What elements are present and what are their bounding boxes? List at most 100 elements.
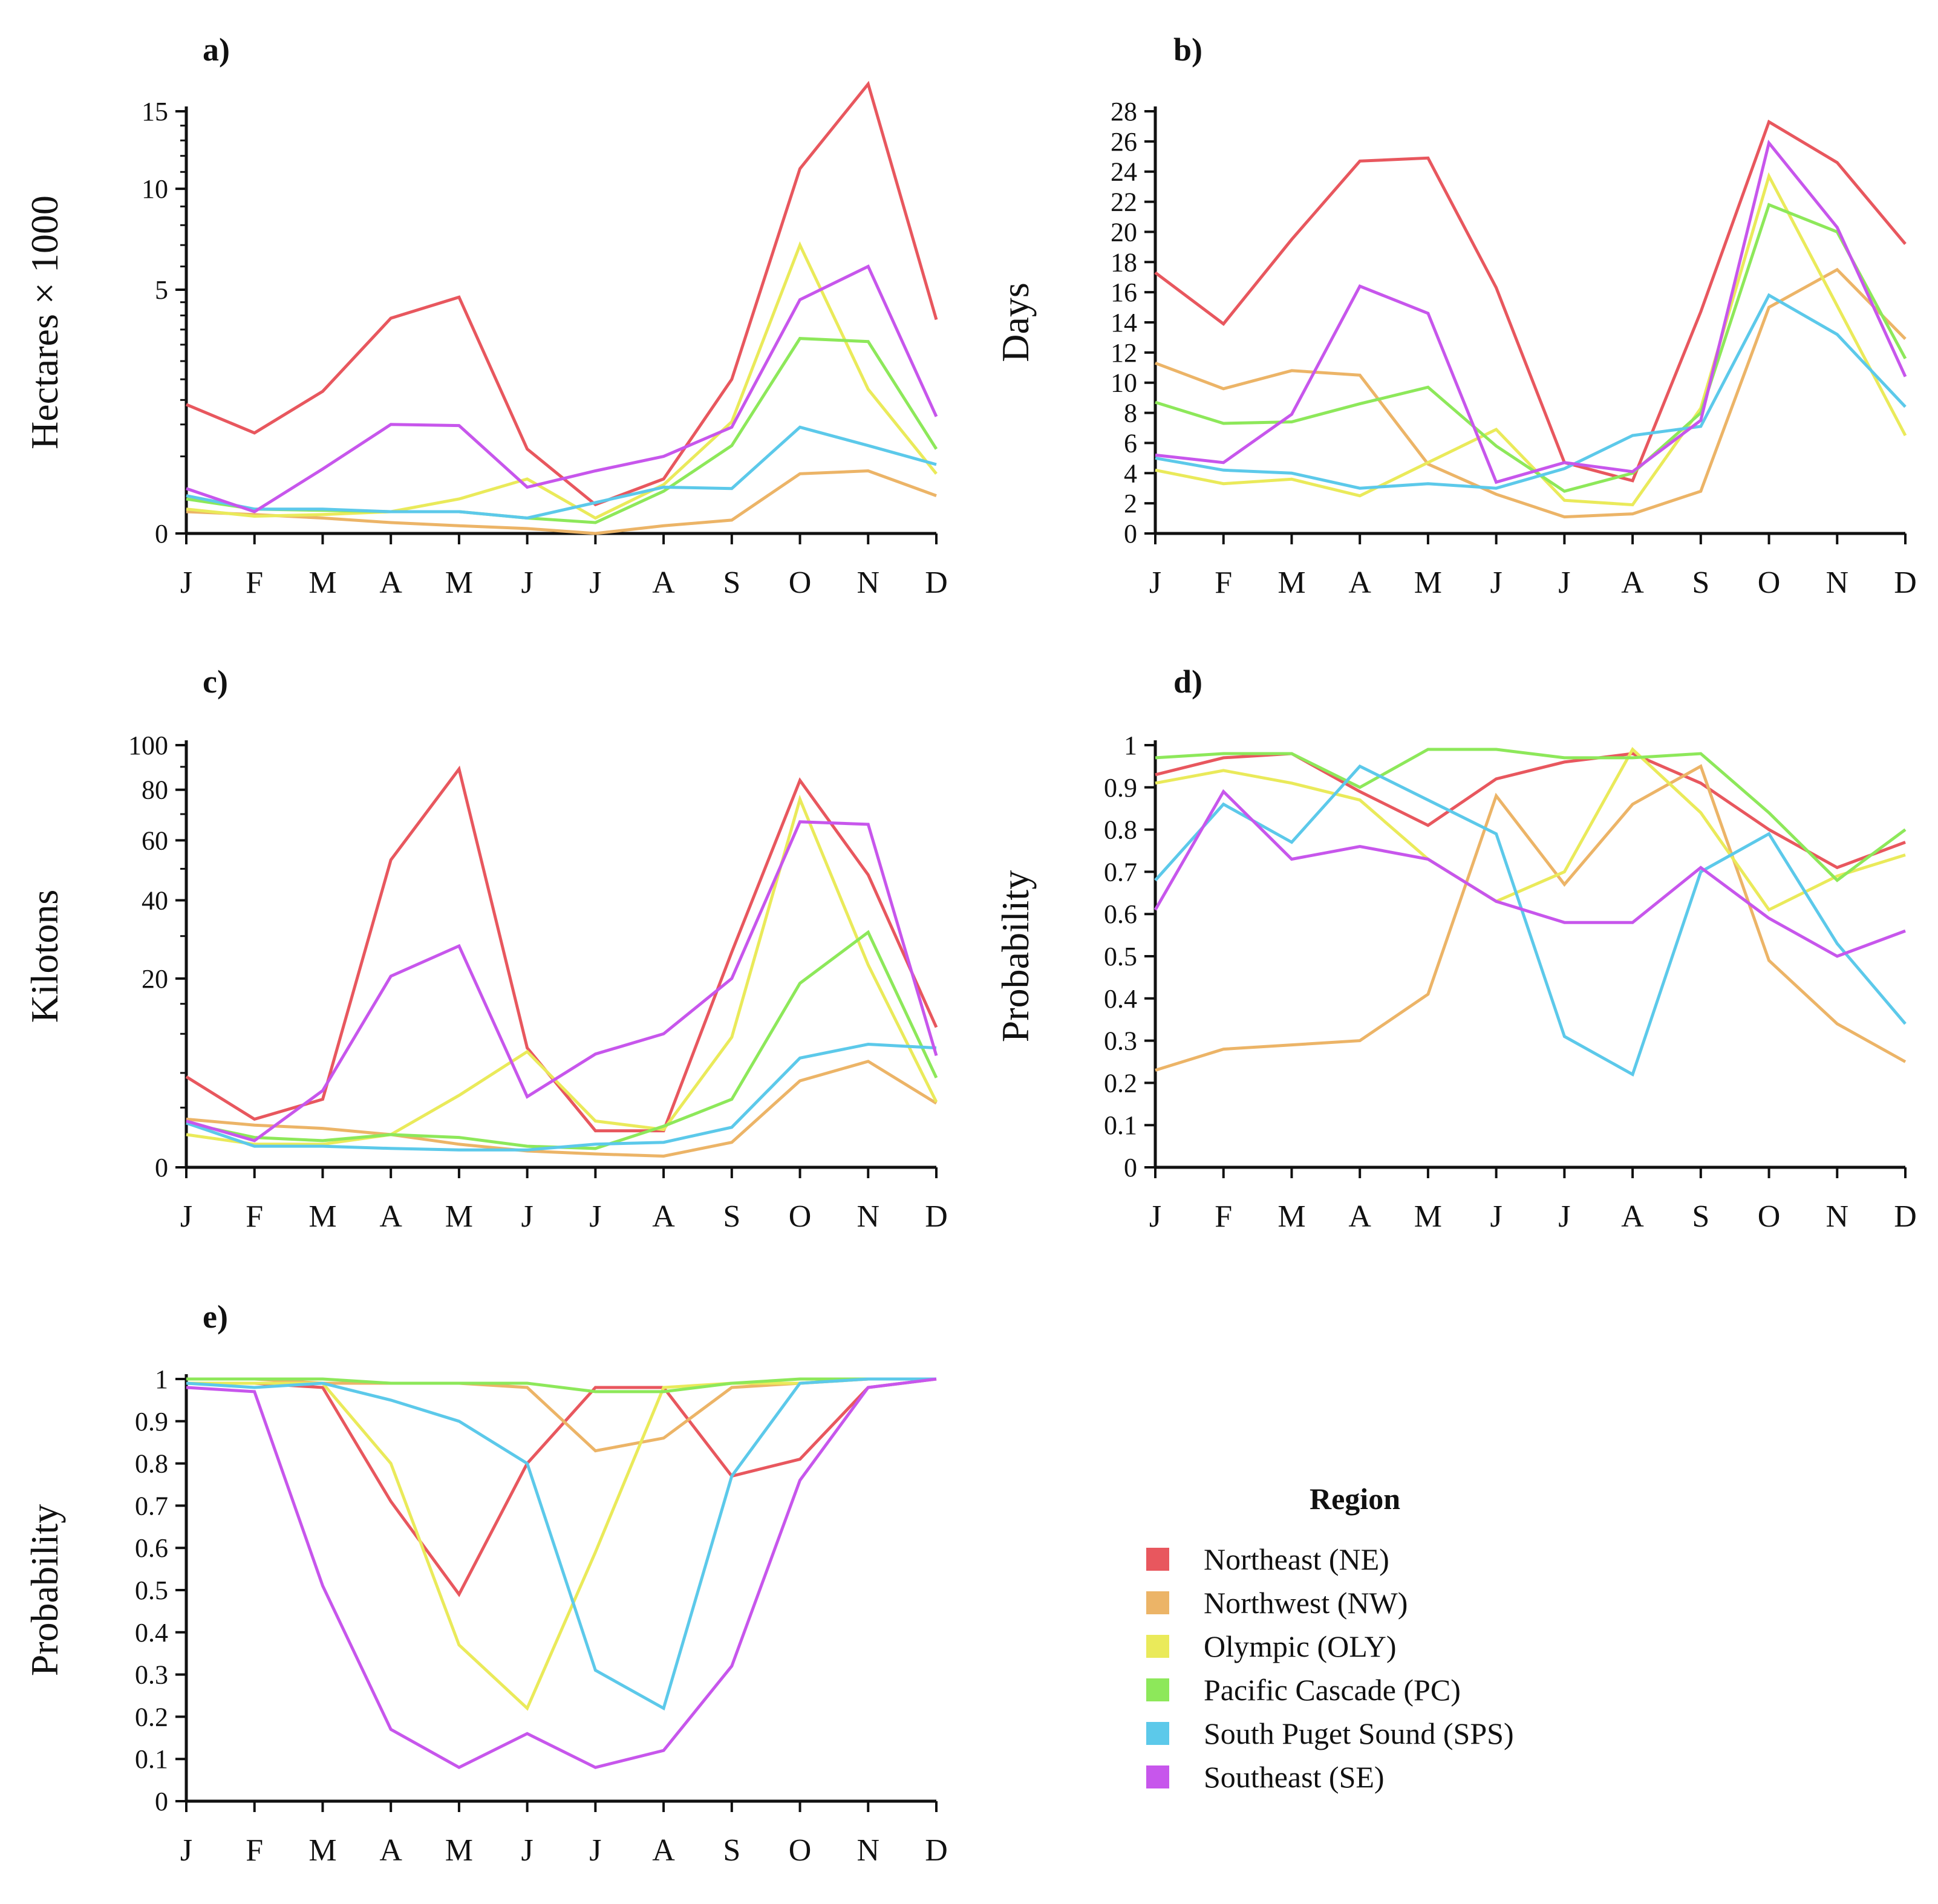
x-tick-label: F bbox=[1215, 566, 1232, 600]
series-line-nw bbox=[186, 469, 937, 535]
x-tick-label: J bbox=[1149, 1199, 1161, 1234]
x-tick-label: O bbox=[789, 566, 812, 600]
y-tick-label: 0.8 bbox=[1104, 815, 1137, 845]
y-tick-label: 22 bbox=[1111, 187, 1137, 217]
x-tick-label: J bbox=[1558, 566, 1570, 600]
series-line-ne bbox=[186, 1377, 937, 1597]
legend-label: Northwest (NW) bbox=[1204, 1586, 1408, 1620]
x-tick-label: S bbox=[1692, 1199, 1709, 1234]
x-tick-label: M bbox=[308, 566, 336, 600]
y-tick-label: 0.2 bbox=[135, 1702, 168, 1732]
x-tick-label: J bbox=[521, 1833, 533, 1868]
y-tick-label: 0.4 bbox=[135, 1618, 168, 1648]
x-tick-label: F bbox=[246, 1199, 263, 1234]
x-tick-label: J bbox=[1490, 566, 1502, 600]
x-tick-label: A bbox=[652, 1199, 675, 1234]
x-tick-label: N bbox=[856, 566, 879, 600]
x-tick-label: D bbox=[1894, 1199, 1917, 1234]
y-tick-label: 6 bbox=[1124, 428, 1137, 458]
legend-swatch-oly bbox=[1146, 1635, 1169, 1658]
x-tick-label: A bbox=[379, 566, 402, 600]
x-tick-label: O bbox=[789, 1199, 812, 1234]
y-tick-label: 20 bbox=[142, 964, 168, 994]
legend-label: Southeast (SE) bbox=[1204, 1760, 1385, 1794]
y-tick-label: 40 bbox=[142, 886, 168, 916]
series-line-pc bbox=[186, 930, 938, 1150]
x-tick-label: J bbox=[521, 566, 533, 600]
y-tick-label: 100 bbox=[128, 731, 168, 760]
x-tick-label: J bbox=[521, 1199, 533, 1234]
y-tick-label: 0.1 bbox=[135, 1744, 168, 1774]
legend-label: South Puget Sound (SPS) bbox=[1204, 1717, 1514, 1750]
x-tick-label: N bbox=[1825, 566, 1848, 600]
y-tick-label: 28 bbox=[1111, 97, 1137, 126]
x-tick-label: M bbox=[1277, 1199, 1305, 1234]
x-tick-label: N bbox=[856, 1199, 879, 1234]
series-line-sps bbox=[186, 1377, 936, 1711]
series-line-ne bbox=[1154, 119, 1907, 483]
x-tick-label: O bbox=[789, 1833, 812, 1868]
series-line-sps bbox=[186, 1042, 937, 1152]
y-tick-label: 60 bbox=[142, 826, 168, 855]
x-tick-label: J bbox=[589, 1833, 601, 1868]
y-tick-label: 0.8 bbox=[135, 1449, 168, 1479]
series-line-se bbox=[186, 1377, 937, 1770]
x-tick-label: S bbox=[1692, 566, 1709, 600]
chart-panel-d: d) Probability 0 0.1 0.2 0.3 0.4 0.5 0.6 0.7 0.8 0.… bbox=[994, 663, 1917, 1234]
chart-panel-a: a) Hectares × 1000 0 5 10 15 J F M A M J J A S O N D bbox=[23, 31, 948, 600]
y-tick-label: 26 bbox=[1111, 127, 1137, 157]
y-tick-label: 0.3 bbox=[135, 1660, 168, 1690]
y-tick-label: 15 bbox=[142, 97, 168, 126]
legend-label: Pacific Cascade (PC) bbox=[1204, 1673, 1461, 1707]
series-line-sps bbox=[1155, 293, 1907, 490]
y-tick-label: 1 bbox=[1124, 731, 1137, 760]
series-line-pc bbox=[1155, 203, 1907, 493]
series-line-pc bbox=[186, 1377, 936, 1394]
y-tick-label: 0 bbox=[1124, 1153, 1137, 1182]
legend-swatch-sps bbox=[1146, 1722, 1169, 1745]
y-tick-label: 0 bbox=[155, 1787, 168, 1816]
y-axis-title: Days bbox=[994, 282, 1037, 362]
series-line-pc bbox=[186, 337, 938, 524]
x-tick-label: O bbox=[1758, 1199, 1781, 1234]
y-tick-label: 0.3 bbox=[1104, 1026, 1137, 1056]
x-tick-label: F bbox=[246, 1833, 263, 1868]
x-tick-label: J bbox=[1490, 1199, 1502, 1234]
y-tick-label: 1 bbox=[155, 1364, 168, 1394]
panel-label: a) bbox=[203, 31, 230, 68]
x-tick-label: J bbox=[1558, 1199, 1570, 1234]
y-tick-label: 80 bbox=[142, 775, 168, 805]
series-line-oly bbox=[186, 241, 938, 520]
y-tick-label: 0.9 bbox=[135, 1407, 168, 1436]
series-line-oly bbox=[1155, 172, 1907, 507]
y-tick-label: 0 bbox=[155, 519, 168, 549]
y-tick-label: 0.2 bbox=[1104, 1068, 1137, 1098]
legend-swatch-se bbox=[1146, 1765, 1169, 1788]
y-tick-label: 2 bbox=[1124, 489, 1137, 518]
x-tick-label: D bbox=[925, 1199, 948, 1234]
x-tick-label: J bbox=[589, 566, 601, 600]
y-tick-label: 4 bbox=[1124, 458, 1137, 488]
panel-label: e) bbox=[203, 1299, 228, 1335]
panel-label: b) bbox=[1173, 31, 1202, 68]
y-tick-label: 18 bbox=[1111, 247, 1137, 277]
series-line-nw bbox=[1155, 764, 1907, 1072]
series-line-se bbox=[186, 264, 938, 513]
y-tick-label: 0.7 bbox=[135, 1491, 168, 1521]
y-tick-label: 12 bbox=[1111, 338, 1137, 368]
x-tick-label: J bbox=[180, 1833, 192, 1868]
y-axis-title: Kilotons bbox=[23, 890, 66, 1023]
legend-swatch-pc bbox=[1146, 1678, 1169, 1701]
x-tick-label: A bbox=[652, 566, 675, 600]
legend-swatch-ne bbox=[1146, 1548, 1169, 1571]
y-tick-label: 24 bbox=[1111, 157, 1137, 187]
y-axis-title: Probability bbox=[23, 1504, 66, 1676]
y-tick-label: 0 bbox=[155, 1153, 168, 1182]
x-tick-label: J bbox=[1149, 566, 1161, 600]
x-tick-label: N bbox=[1825, 1199, 1848, 1234]
legend-label: Olympic (OLY) bbox=[1204, 1629, 1397, 1663]
series-line-se bbox=[186, 820, 938, 1143]
series-line-nw bbox=[186, 1060, 938, 1158]
x-tick-label: M bbox=[445, 566, 473, 600]
